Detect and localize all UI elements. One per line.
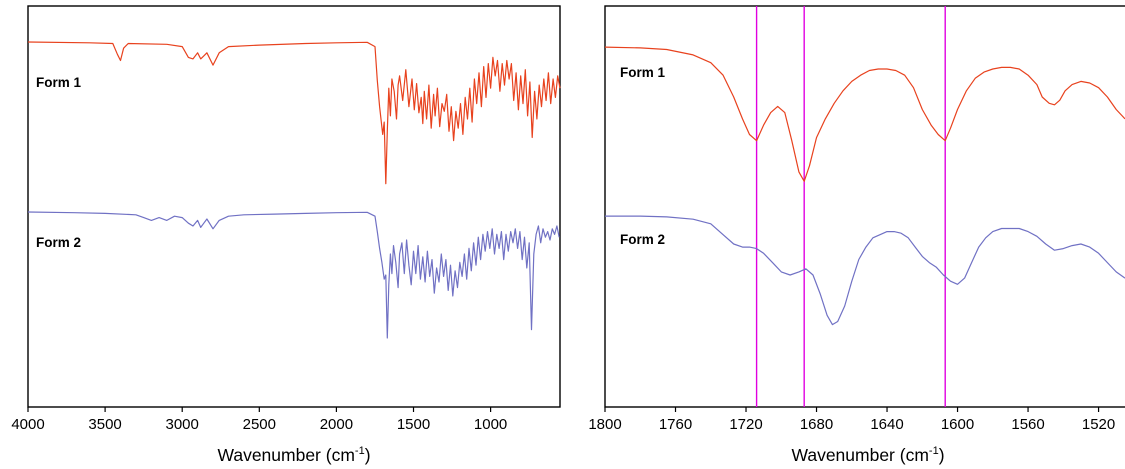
- series-label-form-1: Form 1: [36, 75, 82, 90]
- x-axis-title-close: ): [365, 445, 371, 465]
- spectrum-line-form-1: [27, 41, 561, 185]
- spectrum-line-form-2: [27, 211, 560, 339]
- x-axis-title-superscript: -1: [929, 445, 939, 457]
- spectrum-line-form-1: [604, 46, 1125, 182]
- x-tick-label-4000: 4000: [11, 416, 44, 433]
- x-tick-label-1800: 1800: [588, 416, 621, 433]
- x-tick-label-1560: 1560: [1011, 416, 1044, 433]
- x-tick-label-1640: 1640: [870, 416, 903, 433]
- full-range-spectrum-panel: 4000 3500 3000 2500 2000 1500 1000 Form 1 Form…: [11, 5, 561, 465]
- x-tick-label-1000: 1000: [474, 416, 507, 433]
- x-tick-label-2000: 2000: [320, 416, 353, 433]
- x-tick-label-1680: 1680: [800, 416, 833, 433]
- x-tick-label-1520: 1520: [1082, 416, 1115, 433]
- x-axis-ticks: 1800 1760 1720 1680 1640 1600 1560 1520: [588, 407, 1115, 433]
- plot-frame: [604, 5, 1125, 408]
- x-tick-label-3000: 3000: [166, 416, 199, 433]
- x-axis-title-close: ): [939, 445, 945, 465]
- spectrum-traces: [27, 41, 561, 339]
- x-axis-ticks: 4000 3500 3000 2500 2000 1500 1000: [11, 407, 507, 433]
- x-tick-label-1720: 1720: [729, 416, 762, 433]
- spectrum-line-form-2: [605, 215, 1125, 326]
- plot-frame: [27, 5, 561, 408]
- spectrum-traces: [604, 46, 1125, 326]
- x-axis-title: Wavenumber (cm-1): [791, 445, 944, 465]
- x-axis-title-superscript: -1: [355, 445, 365, 457]
- carbonyl-region-spectrum-panel: 1800 1760 1720 1680 1640 1600 1560 1520 Form 1 …: [588, 5, 1125, 465]
- series-label-form-2: Form 2: [36, 235, 81, 250]
- series-label-form-1: Form 1: [620, 65, 666, 80]
- x-axis-title-text: Wavenumber (cm: [217, 445, 354, 465]
- x-tick-label-1600: 1600: [941, 416, 974, 433]
- series-label-form-2: Form 2: [620, 232, 665, 247]
- x-tick-label-1500: 1500: [397, 416, 430, 433]
- peak-marker-lines: [755, 6, 946, 407]
- x-tick-label-3500: 3500: [88, 416, 121, 433]
- x-axis-title: Wavenumber (cm-1): [217, 445, 370, 465]
- x-tick-label-1760: 1760: [659, 416, 692, 433]
- x-tick-label-2500: 2500: [243, 416, 276, 433]
- x-axis-title-text: Wavenumber (cm: [791, 445, 928, 465]
